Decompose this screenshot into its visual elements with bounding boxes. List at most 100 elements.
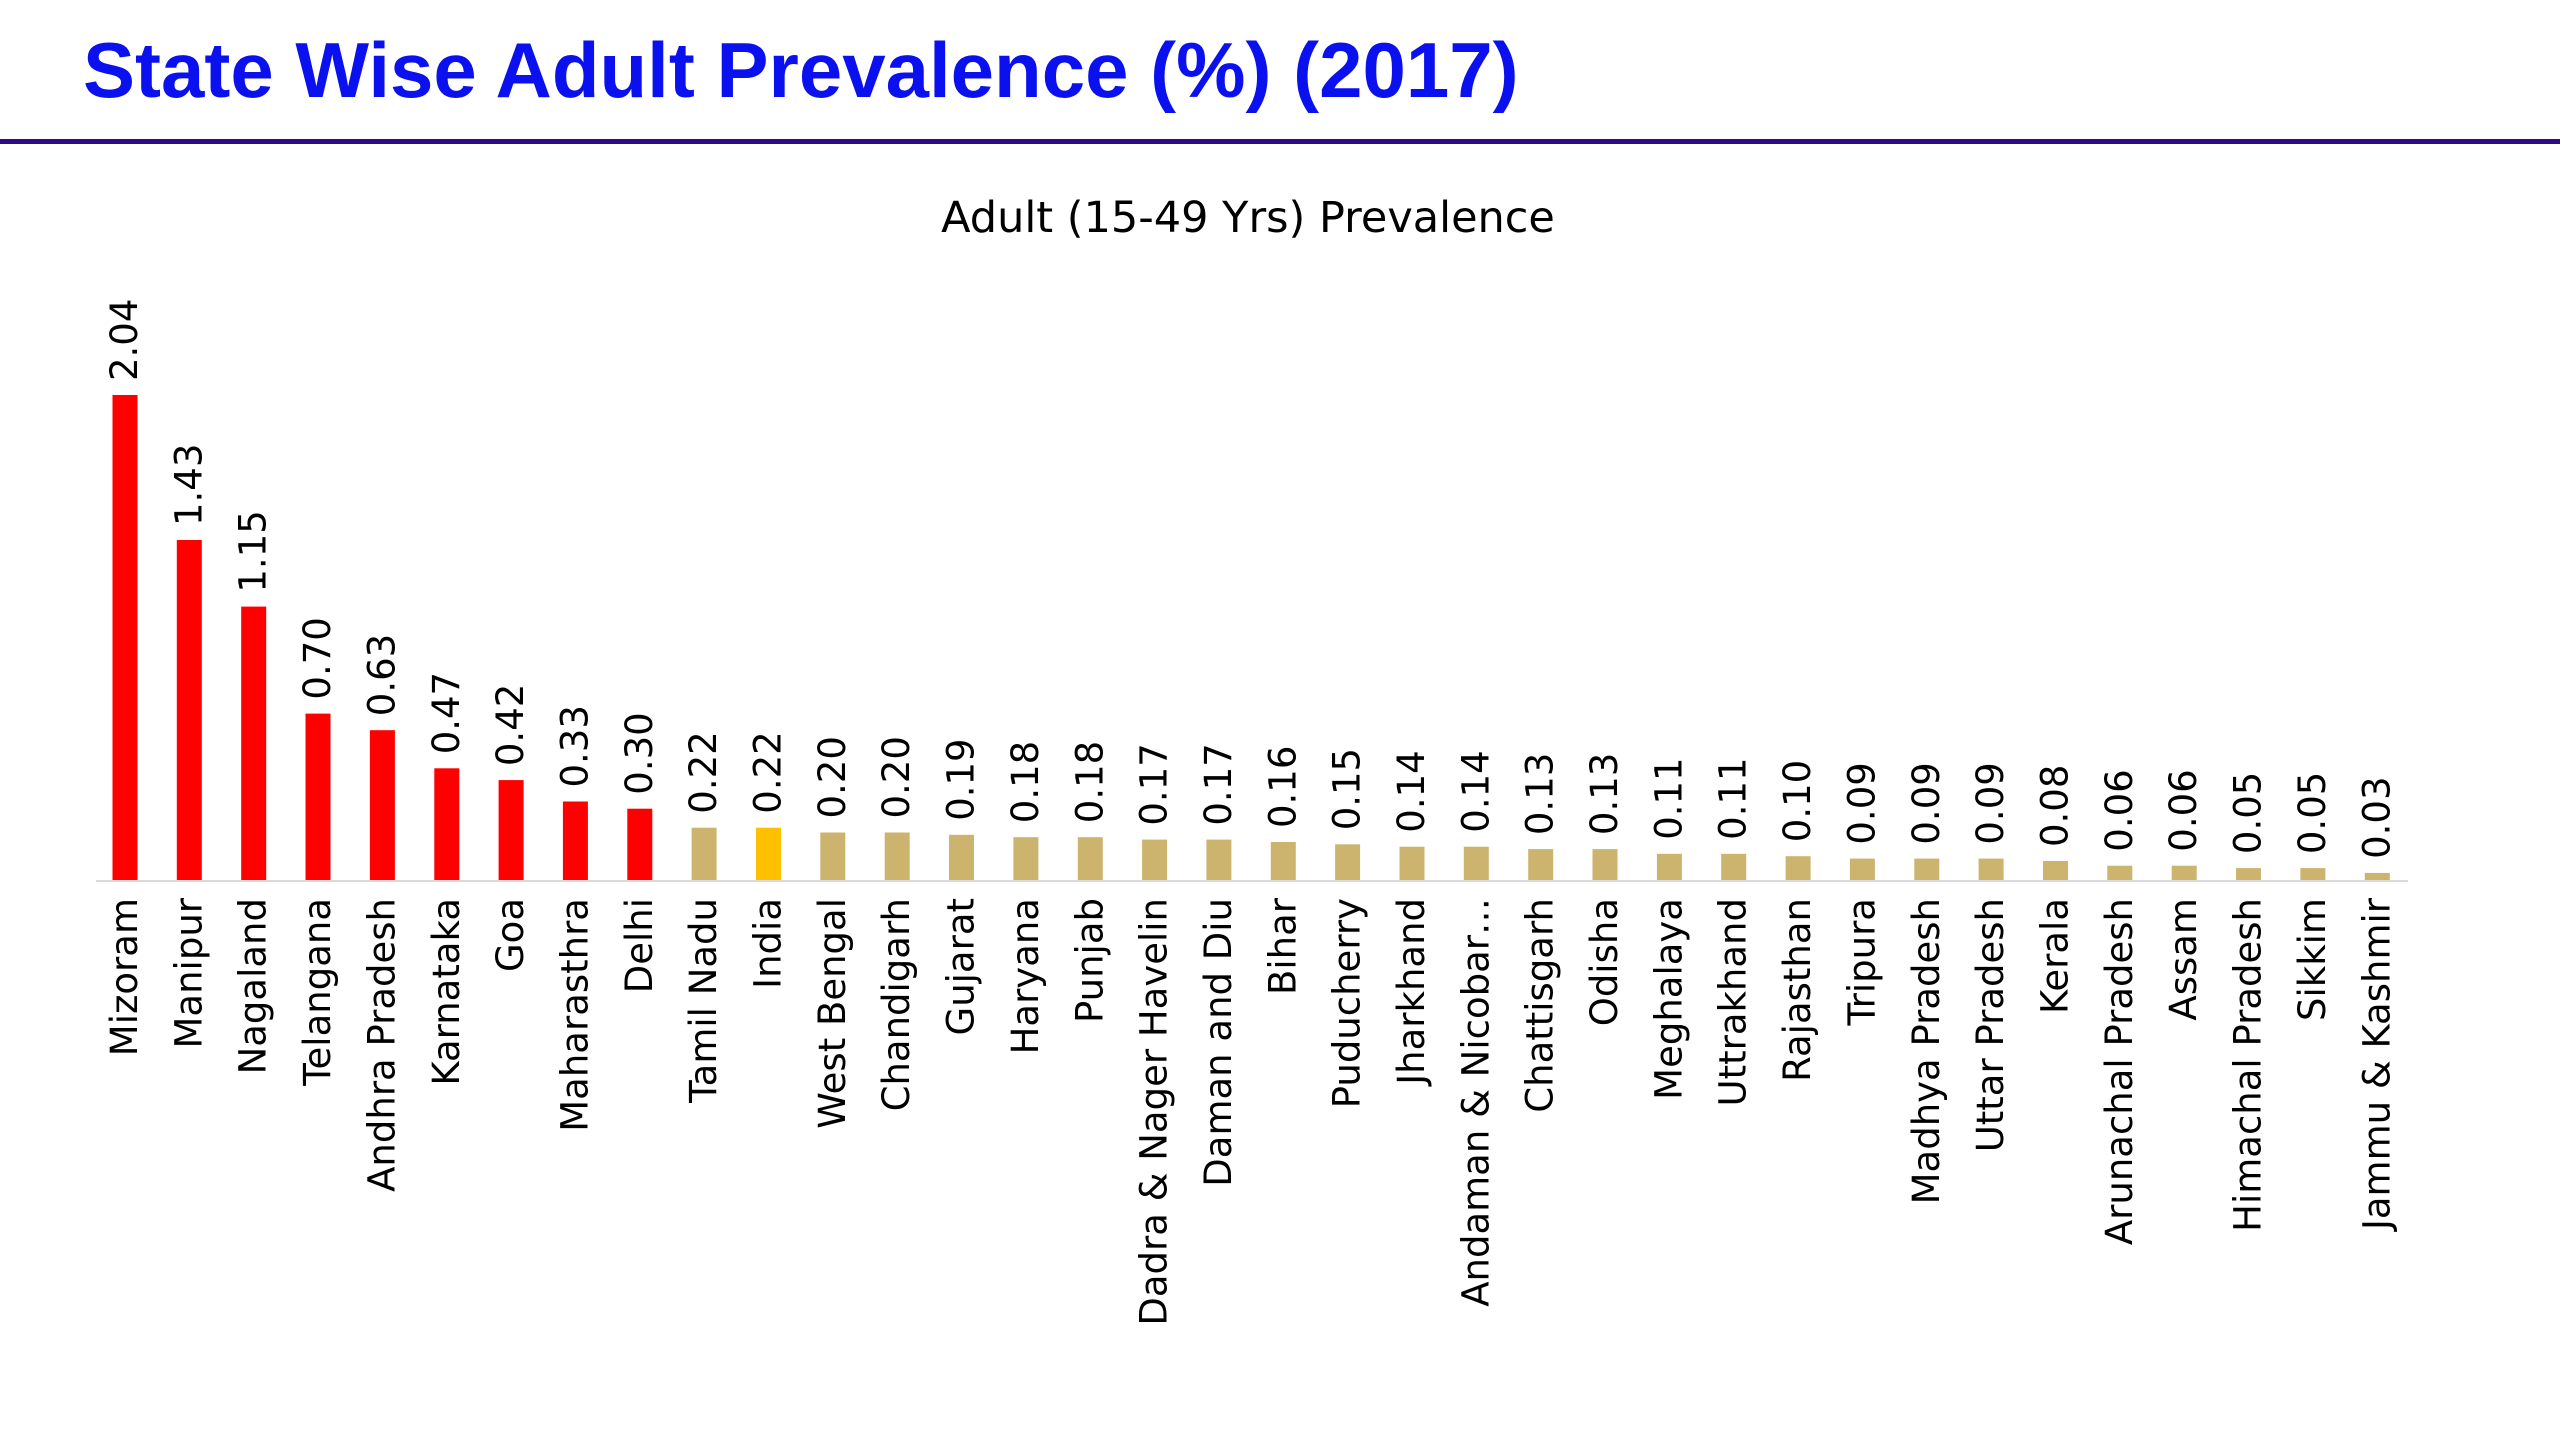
bar-jammu-kashmir xyxy=(2364,872,2390,880)
tick-label-uttrakhand: Uttrakhand xyxy=(1712,898,1755,1106)
bar-goa xyxy=(498,780,524,880)
data-label-tripura: 0.09 xyxy=(1840,762,1883,844)
tick-label-maharasthra: Maharasthra xyxy=(553,898,596,1132)
bar-india xyxy=(756,827,781,880)
tick-label-kerala: Kerala xyxy=(2034,898,2077,1014)
bar-arunachal-pradesh xyxy=(2107,865,2133,880)
bar-meghalaya xyxy=(1656,853,1682,880)
data-label-manipur: 1.43 xyxy=(167,444,210,526)
tick-label-andaman-nicobar: Andaman & Nicobar… xyxy=(1454,898,1497,1307)
tick-label-madhya-pradesh: Madhya Pradesh xyxy=(1905,898,1948,1204)
data-label-arunachal-pradesh: 0.06 xyxy=(2098,769,2141,851)
bar-daman-and-diu xyxy=(1206,839,1232,880)
bars-group xyxy=(112,395,2390,880)
bar-manipur xyxy=(176,540,202,880)
tick-label-karnataka: Karnataka xyxy=(425,898,468,1086)
data-label-chandigarh: 0.20 xyxy=(875,736,918,818)
bar-chattisgarh xyxy=(1528,849,1554,880)
bar-nagaland xyxy=(241,606,267,880)
tick-label-uttar-pradesh: Uttar Pradesh xyxy=(1969,898,2012,1152)
bar-punjab xyxy=(1077,837,1103,880)
data-label-madhya-pradesh: 0.09 xyxy=(1905,762,1948,844)
tick-label-sikkim: Sikkim xyxy=(2291,898,2334,1021)
tick-label-haryana: Haryana xyxy=(1004,898,1047,1054)
bar-dadra-nager-havelin xyxy=(1142,839,1168,880)
bar-himachal-pradesh xyxy=(2236,868,2261,880)
tick-label-delhi: Delhi xyxy=(618,898,661,993)
slide-title: State Wise Adult Prevalence (%) (2017) xyxy=(83,26,1519,114)
tick-label-mizoram: Mizoram xyxy=(103,898,146,1056)
tick-label-daman-and-diu: Daman and Diu xyxy=(1197,898,1240,1187)
chart-title: Adult (15-49 Yrs) Prevalence xyxy=(941,193,1555,243)
tick-label-jharkhand: Jharkhand xyxy=(1390,898,1433,1087)
data-label-india: 0.22 xyxy=(747,731,790,813)
data-label-chattisgarh: 0.13 xyxy=(1519,753,1562,835)
bar-delhi xyxy=(627,808,653,880)
tick-label-arunachal-pradesh: Arunachal Pradesh xyxy=(2098,898,2141,1245)
data-label-andaman-nicobar: 0.14 xyxy=(1454,750,1497,832)
bar-karnataka xyxy=(434,768,460,880)
bar-telangana xyxy=(305,713,331,880)
bar-chandigarh xyxy=(884,832,910,880)
tick-label-tripura: Tripura xyxy=(1840,898,1883,1026)
bar-haryana xyxy=(1013,837,1039,880)
bar-west-bengal xyxy=(820,832,846,880)
tick-label-telangana: Telangana xyxy=(296,898,339,1087)
bar-gujarat xyxy=(949,834,974,880)
title-divider xyxy=(0,139,2560,144)
data-label-assam: 0.06 xyxy=(2162,769,2205,851)
data-label-kerala: 0.08 xyxy=(2034,765,2077,847)
bar-chart: Adult (15-49 Yrs) Prevalence 2.04 1.43 1.1… xyxy=(96,193,2408,1326)
tick-label-jammu-kashmir: Jammu & Kashmir xyxy=(2355,897,2398,1232)
data-label-maharasthra: 0.33 xyxy=(553,705,596,787)
data-label-himachal-pradesh: 0.05 xyxy=(2227,772,2270,854)
bar-assam xyxy=(2171,865,2197,880)
tick-label-meghalaya: Meghalaya xyxy=(1647,898,1690,1100)
bar-madhya-pradesh xyxy=(1914,858,1940,880)
tick-label-nagaland: Nagaland xyxy=(232,898,275,1074)
data-label-sikkim: 0.05 xyxy=(2291,772,2334,854)
tick-label-goa: Goa xyxy=(489,898,532,972)
bar-sikkim xyxy=(2300,868,2326,880)
data-label-delhi: 0.30 xyxy=(618,712,661,794)
tick-label-tamil-nadu: Tamil Nadu xyxy=(682,898,725,1104)
data-label-dadra-nager-havelin: 0.17 xyxy=(1133,743,1176,825)
data-label-haryana: 0.18 xyxy=(1004,741,1047,823)
bar-uttrakhand xyxy=(1721,853,1747,880)
data-label-punjab: 0.18 xyxy=(1068,741,1111,823)
data-label-telangana: 0.70 xyxy=(296,617,339,699)
tick-label-punjab: Punjab xyxy=(1068,898,1111,1023)
tick-label-bihar: Bihar xyxy=(1261,897,1304,995)
bar-tamil-nadu xyxy=(691,827,717,880)
data-label-mizoram: 2.04 xyxy=(103,299,146,381)
data-label-goa: 0.42 xyxy=(489,684,532,766)
data-label-andhra-pradesh: 0.63 xyxy=(360,634,403,716)
data-label-puducherry: 0.15 xyxy=(1326,748,1369,830)
bar-andaman-nicobar xyxy=(1463,846,1489,880)
tick-label-himachal-pradesh: Himachal Pradesh xyxy=(2227,898,2270,1232)
bar-rajasthan xyxy=(1785,856,1811,880)
bar-maharasthra xyxy=(562,801,588,880)
tick-label-india: India xyxy=(747,898,790,989)
data-label-west-bengal: 0.20 xyxy=(811,736,854,818)
bar-puducherry xyxy=(1335,844,1361,880)
tick-label-west-bengal: West Bengal xyxy=(811,898,854,1129)
tick-label-chattisgarh: Chattisgarh xyxy=(1519,898,1562,1113)
tick-label-rajasthan: Rajasthan xyxy=(1776,898,1819,1082)
tick-label-chandigarh: Chandigarh xyxy=(875,898,918,1111)
data-label-gujarat: 0.19 xyxy=(940,738,983,820)
data-label-nagaland: 1.15 xyxy=(232,510,275,592)
bar-mizoram xyxy=(112,395,138,880)
data-label-odisha: 0.13 xyxy=(1583,753,1626,835)
data-label-bihar: 0.16 xyxy=(1261,746,1304,828)
data-label-daman-and-diu: 0.17 xyxy=(1197,743,1240,825)
data-label-uttrakhand: 0.11 xyxy=(1712,757,1755,839)
tick-label-puducherry: Puducherry xyxy=(1326,898,1369,1108)
tick-label-dadra-nager-havelin: Dadra & Nager Havelin xyxy=(1133,898,1176,1326)
tick-label-gujarat: Gujarat xyxy=(940,898,983,1035)
data-label-uttar-pradesh: 0.09 xyxy=(1969,762,2012,844)
bar-tripura xyxy=(1849,858,1875,880)
tick-label-andhra-pradesh: Andhra Pradesh xyxy=(360,898,403,1192)
bar-uttar-pradesh xyxy=(1978,858,2004,880)
data-label-meghalaya: 0.11 xyxy=(1647,757,1690,839)
